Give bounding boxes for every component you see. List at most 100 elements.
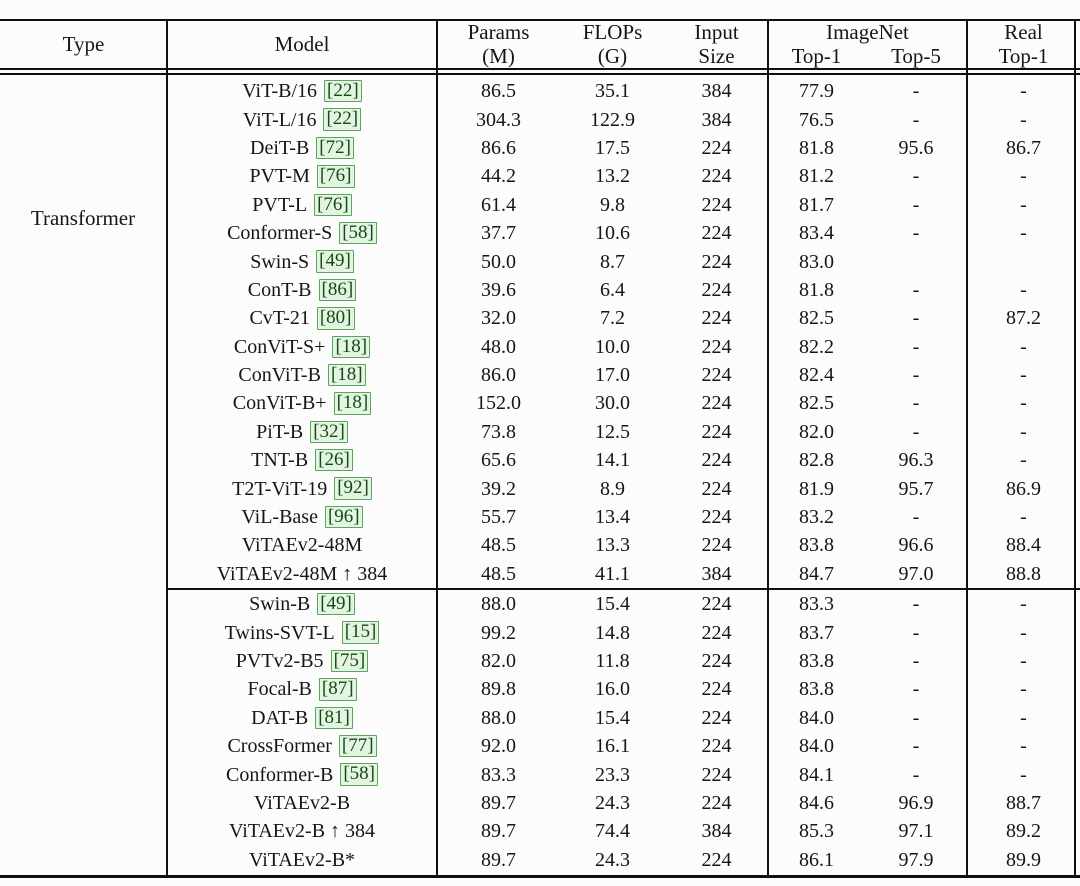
citation-link[interactable]: [22]: [323, 108, 362, 131]
citation-link[interactable]: [49]: [317, 593, 355, 616]
real-top1-cell: -: [1020, 392, 1027, 415]
input-size-cell: 224: [701, 706, 732, 729]
flops-cell: 8.9: [600, 477, 625, 500]
top1-cell: 83.8: [799, 534, 834, 557]
citation-link[interactable]: [58]: [340, 763, 378, 786]
type-spacer-cell: [0, 531, 167, 559]
table-row: ViTAEv2-48M 48.5 13.3 224 83.8 96.6 88.4: [0, 531, 1080, 559]
citation-link[interactable]: [76]: [316, 165, 355, 188]
col-header-real: Real: [1004, 19, 1043, 44]
top5-cell: 95.7: [898, 477, 934, 500]
flops-cell: 23.3: [595, 763, 630, 786]
flops-cell: 15.4: [595, 706, 630, 729]
group-divider: [167, 588, 1080, 591]
params-cell: 89.7: [481, 791, 516, 814]
citation-link[interactable]: [81]: [315, 706, 353, 729]
input-size-cell: 224: [701, 678, 732, 701]
top5-cell: -: [912, 80, 920, 103]
model-cell: ViTAEv2-B: [167, 789, 437, 817]
params-cell: 48.5: [481, 562, 516, 585]
model-name: Conformer-B: [225, 763, 334, 786]
model-cell: DAT-B [81]: [167, 704, 437, 732]
top1-cell: 81.2: [799, 165, 834, 188]
top1-cell: 81.8: [799, 278, 834, 301]
input-size-cell: 224: [701, 392, 732, 415]
type-spacer-cell: [0, 191, 167, 219]
col-header-input-size: Size: [698, 43, 735, 68]
citation-link[interactable]: [58]: [339, 221, 377, 245]
citation-link[interactable]: [18]: [332, 335, 371, 358]
citation-link[interactable]: [80]: [316, 307, 355, 330]
input-size-cell: 384: [701, 820, 732, 843]
citation-link[interactable]: [18]: [327, 363, 366, 387]
citation-link[interactable]: [15]: [341, 621, 380, 644]
top5-cell: -: [912, 165, 920, 188]
params-cell: 83.3: [481, 763, 516, 786]
table-row: ViT-L/16 [22] 304.3 122.9 384 76.5 - -: [0, 105, 1080, 133]
top1-cell: 84.0: [799, 735, 834, 758]
col-header-real-top1: Top-1: [998, 43, 1049, 68]
citation-link[interactable]: [26]: [315, 449, 353, 472]
top1-cell: 83.0: [799, 250, 834, 273]
citation-link[interactable]: [96]: [324, 505, 363, 529]
citation-link[interactable]: [77]: [338, 734, 377, 758]
top1-cell: 84.6: [799, 791, 834, 814]
model-cell: Swin-S [49]: [167, 247, 437, 275]
params-cell: 37.7: [481, 222, 516, 245]
model-cell: CvT-21 [80]: [167, 304, 437, 332]
top5-cell: 96.3: [898, 449, 934, 472]
citation-link[interactable]: [86]: [318, 278, 357, 302]
table-row: ViT-B/16 [22] 86.5 35.1 384 77.9 - -: [0, 77, 1080, 105]
real-top1-cell: 86.7: [1006, 136, 1041, 159]
top5-cell: -: [912, 108, 920, 131]
col-header-flops-unit: (G): [597, 43, 628, 68]
citation-link[interactable]: [18]: [333, 392, 372, 415]
table-row: PVT-M [76] 44.2 13.2 224 81.2 - -: [0, 162, 1080, 190]
input-size-cell: 224: [701, 593, 732, 616]
flops-cell: 16.0: [595, 678, 630, 701]
top1-cell: 81.7: [799, 193, 834, 216]
citation-link[interactable]: [75]: [330, 649, 369, 673]
col-header-top1: Top-1: [791, 43, 842, 68]
real-top1-cell: -: [1020, 735, 1027, 758]
real-top1-cell: -: [1020, 165, 1027, 188]
model-name: T2T-ViT-19: [232, 477, 328, 500]
input-size-cell: 224: [701, 278, 732, 301]
citation-link[interactable]: [32]: [310, 420, 348, 444]
model-cell: Conformer-B [58]: [167, 760, 437, 788]
citation-link[interactable]: [87]: [318, 678, 357, 701]
input-size-cell: 384: [701, 80, 732, 103]
real-top1-cell: 88.4: [1006, 534, 1041, 557]
real-top1-cell: -: [1020, 278, 1027, 301]
real-top1-cell: -: [1020, 506, 1027, 529]
input-size-cell: 224: [701, 335, 732, 358]
top5-cell: 97.9: [898, 848, 934, 871]
model-cell: Twins-SVT-L [15]: [167, 618, 437, 646]
model-name: DeiT-B: [250, 136, 310, 159]
citation-link[interactable]: [92]: [334, 477, 372, 500]
model-name: ViL-Base: [241, 506, 318, 529]
flops-cell: 12.5: [595, 420, 630, 443]
table-row: ViL-Base [96] 55.7 13.4 224 83.2 - -: [0, 503, 1080, 531]
model-cell: Conformer-S [58]: [167, 219, 437, 247]
top1-cell: 83.2: [799, 506, 834, 529]
input-size-cell: 224: [701, 506, 732, 529]
model-name: ConViT-B: [238, 364, 321, 387]
top5-cell: -: [912, 392, 920, 415]
model-name: ViT-L/16: [242, 108, 317, 131]
flops-cell: 35.1: [595, 80, 630, 103]
top5-cell: -: [912, 335, 920, 358]
real-top1-cell: -: [1020, 449, 1027, 472]
params-cell: 82.0: [481, 650, 516, 672]
citation-link[interactable]: [72]: [316, 136, 354, 160]
table-row: DAT-B [81] 88.0 15.4 224 84.0 - -: [0, 704, 1080, 732]
params-cell: 48.0: [481, 335, 516, 358]
flops-cell: 41.1: [595, 562, 630, 585]
citation-link[interactable]: [49]: [316, 250, 354, 273]
params-cell: 99.2: [481, 621, 516, 644]
citation-link[interactable]: [22]: [324, 80, 362, 103]
model-cell: PiT-B [32]: [167, 418, 437, 446]
model-cell: ViTAEv2-48M: [167, 531, 437, 559]
citation-link[interactable]: [76]: [314, 193, 352, 216]
